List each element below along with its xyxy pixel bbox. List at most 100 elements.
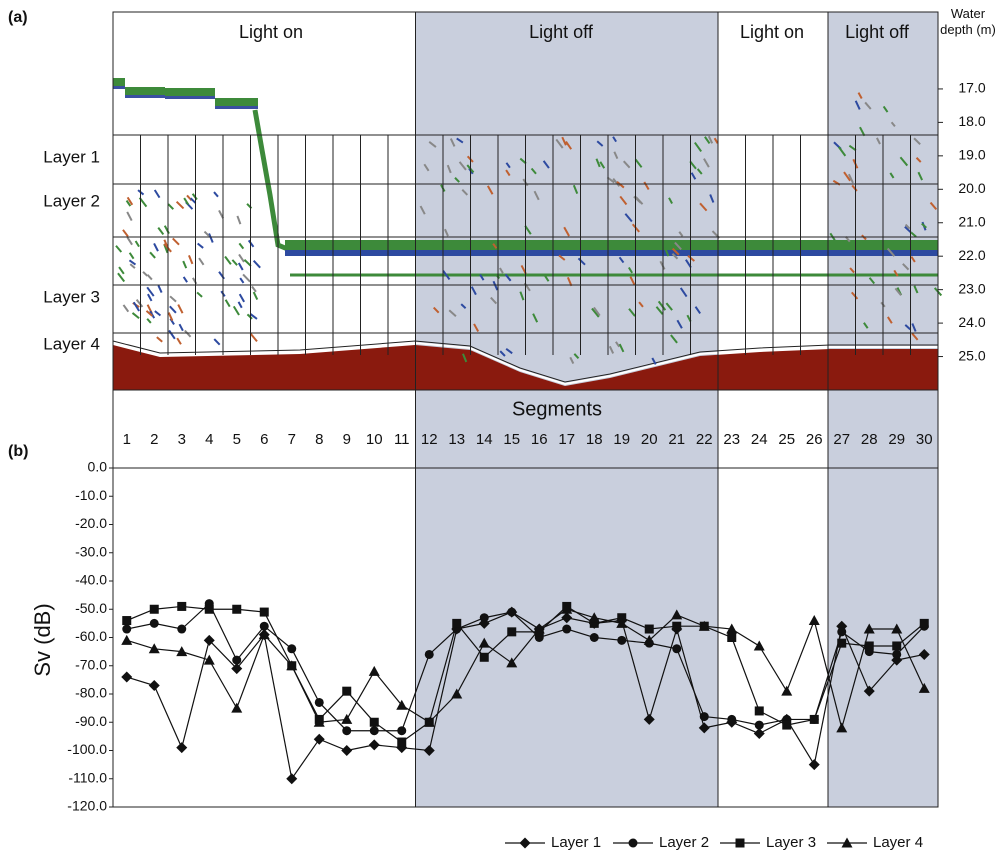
echo-trace [167,203,175,210]
legend-label: Layer 2 [659,834,709,851]
echo-trace [659,260,666,270]
echo-trace [446,164,452,174]
echo-trace [456,137,464,144]
echo-trace [921,222,927,229]
marker [781,685,793,696]
layer-label: Layer 4 [43,334,100,353]
echo-trace [183,197,190,206]
echo-trace [678,231,684,237]
frame [112,11,939,808]
y-tick-label: -100.0 [67,741,107,757]
echo-trace [432,306,440,314]
marker [507,607,517,617]
echo-trace [671,247,680,256]
echo-trace [848,144,857,152]
echo-trace [703,158,710,168]
marker [148,680,160,692]
echo-trace [606,176,615,184]
seabed-line [112,341,938,386]
echo-trace [713,137,719,144]
echo-trace [442,270,451,281]
echo-band [215,106,258,109]
echo-band [285,240,938,250]
echo-trace [458,161,467,171]
y-tick-label: -10.0 [75,487,107,503]
marker [314,697,324,707]
marker [753,640,765,651]
echo-band [125,87,165,95]
depth-tick-label: 24.0 [958,314,985,330]
x-tick-label: 23 [723,431,740,448]
echo-trace [670,334,678,344]
y-tick-label: 0.0 [88,459,108,475]
echo-trace [246,313,253,320]
echogram [112,78,943,390]
echo-trace [566,276,573,287]
echo-trace [449,138,456,147]
echo-trace [671,253,679,260]
depth-tick-label: 22.0 [958,247,985,263]
echo-trace [231,259,238,266]
echo-trace [236,215,242,225]
x-tick-label: 26 [806,431,823,448]
x-tick-label: 13 [448,431,465,448]
echo-trace [838,146,847,157]
echo-trace [168,329,176,340]
marker [369,726,379,736]
echo-trace [612,178,621,187]
marker [809,714,819,724]
x-tick-label: 2 [150,431,158,448]
light-off-shade [828,12,938,807]
echo-trace [146,274,153,281]
legend-marker [628,838,638,848]
echo-trace [577,257,586,266]
period-label: Light on [740,22,804,42]
echo-trace [915,157,922,163]
marker [176,742,188,754]
marker [479,652,489,662]
echo-trace [423,163,430,172]
echo-trace [638,301,644,308]
echo-trace [175,200,185,210]
echo-trace [247,239,255,248]
echo-trace [129,263,136,269]
marker [203,654,215,665]
marker [699,712,709,722]
echo-trace [504,273,512,282]
marker [754,706,764,716]
x-tick-label: 7 [288,431,296,448]
echo-trace [619,195,628,206]
echo-trace [156,336,163,343]
x-tick-label: 16 [531,431,548,448]
x-tick-label: 11 [394,431,410,448]
echo-trace [676,319,683,329]
marker [643,634,655,645]
marker [122,624,132,634]
series-line [126,605,925,743]
echo-trace [593,306,601,317]
echo-band [113,78,125,86]
echo-trace [628,308,636,317]
x-tick-label: 18 [586,431,603,448]
echo-trace [448,309,457,318]
echo-trace [859,126,866,137]
echo-trace [911,323,917,332]
echo-trace [213,191,219,198]
marker [341,745,353,756]
echo-trace [492,243,498,249]
marker [836,722,848,733]
x-tick-label: 12 [421,431,438,448]
y-tick-label: -20.0 [75,515,107,531]
marker [368,665,380,676]
echo-trace [899,156,909,167]
echo-trace [910,231,917,238]
marker [892,641,902,651]
depth-title: Water depth (m) [940,6,996,37]
echo-trace [561,136,567,146]
echo-trace [126,211,133,222]
echo-trace [844,236,851,243]
marker [561,612,573,624]
echo-trace [849,267,855,274]
marker [698,722,710,734]
echo-trace [910,256,916,263]
